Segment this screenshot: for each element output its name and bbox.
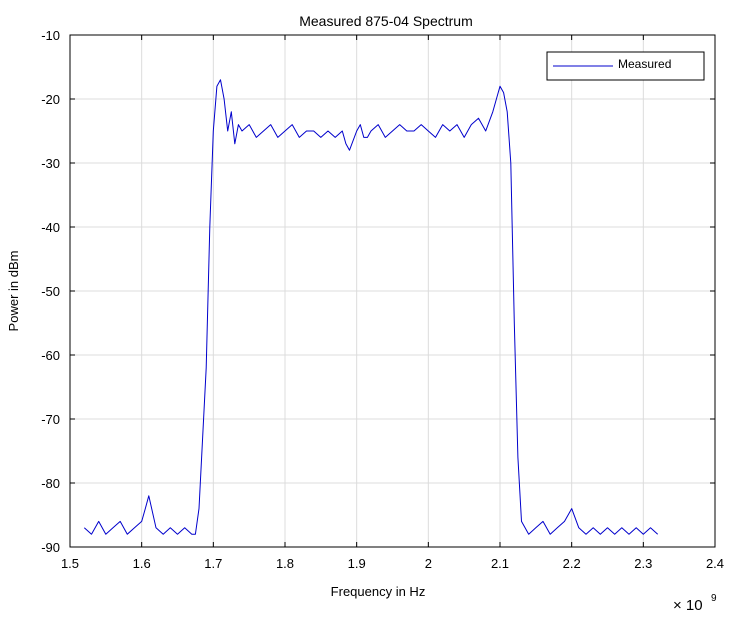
x-tick-label: 1.6 <box>133 556 151 571</box>
x-tick-label: 1.9 <box>348 556 366 571</box>
y-tick-label: -10 <box>41 28 60 43</box>
x-tick-label: 2.2 <box>563 556 581 571</box>
y-tick-label: -40 <box>41 220 60 235</box>
y-axis-label: Power in dBm <box>6 251 21 332</box>
x-tick-label: 2.4 <box>706 556 724 571</box>
grid <box>70 35 715 547</box>
chart-title: Measured 875-04 Spectrum <box>299 13 473 29</box>
legend: Measured <box>546 51 705 81</box>
y-tick-label: -30 <box>41 156 60 171</box>
x-tick-label: 1.8 <box>276 556 294 571</box>
y-axis: -10 -20 -30 -40 -50 -60 -70 -80 -90 <box>41 28 715 555</box>
legend-label: Measured <box>618 57 671 71</box>
y-tick-label: -50 <box>41 284 60 299</box>
x-tick-label: 1.5 <box>61 556 79 571</box>
y-tick-label: -70 <box>41 412 60 427</box>
x-tick-label: 1.7 <box>204 556 222 571</box>
y-tick-label: -80 <box>41 476 60 491</box>
series-line-measured <box>83 79 659 535</box>
y-tick-label: -90 <box>41 540 60 555</box>
x-axis: 1.5 1.6 1.7 1.8 1.9 2 2.1 2.2 2.3 2.4 <box>61 35 724 571</box>
x-exponent-value: 9 <box>711 593 717 604</box>
y-tick-label: -60 <box>41 348 60 363</box>
y-tick-label: -20 <box>41 92 60 107</box>
series-layer <box>83 79 659 535</box>
x-tick-label: 2 <box>425 556 432 571</box>
x-tick-label: 2.3 <box>634 556 652 571</box>
x-exponent-multiplier: × 10 <box>673 597 703 614</box>
x-axis-label: Frequency in Hz <box>331 584 426 599</box>
x-tick-label: 2.1 <box>491 556 509 571</box>
